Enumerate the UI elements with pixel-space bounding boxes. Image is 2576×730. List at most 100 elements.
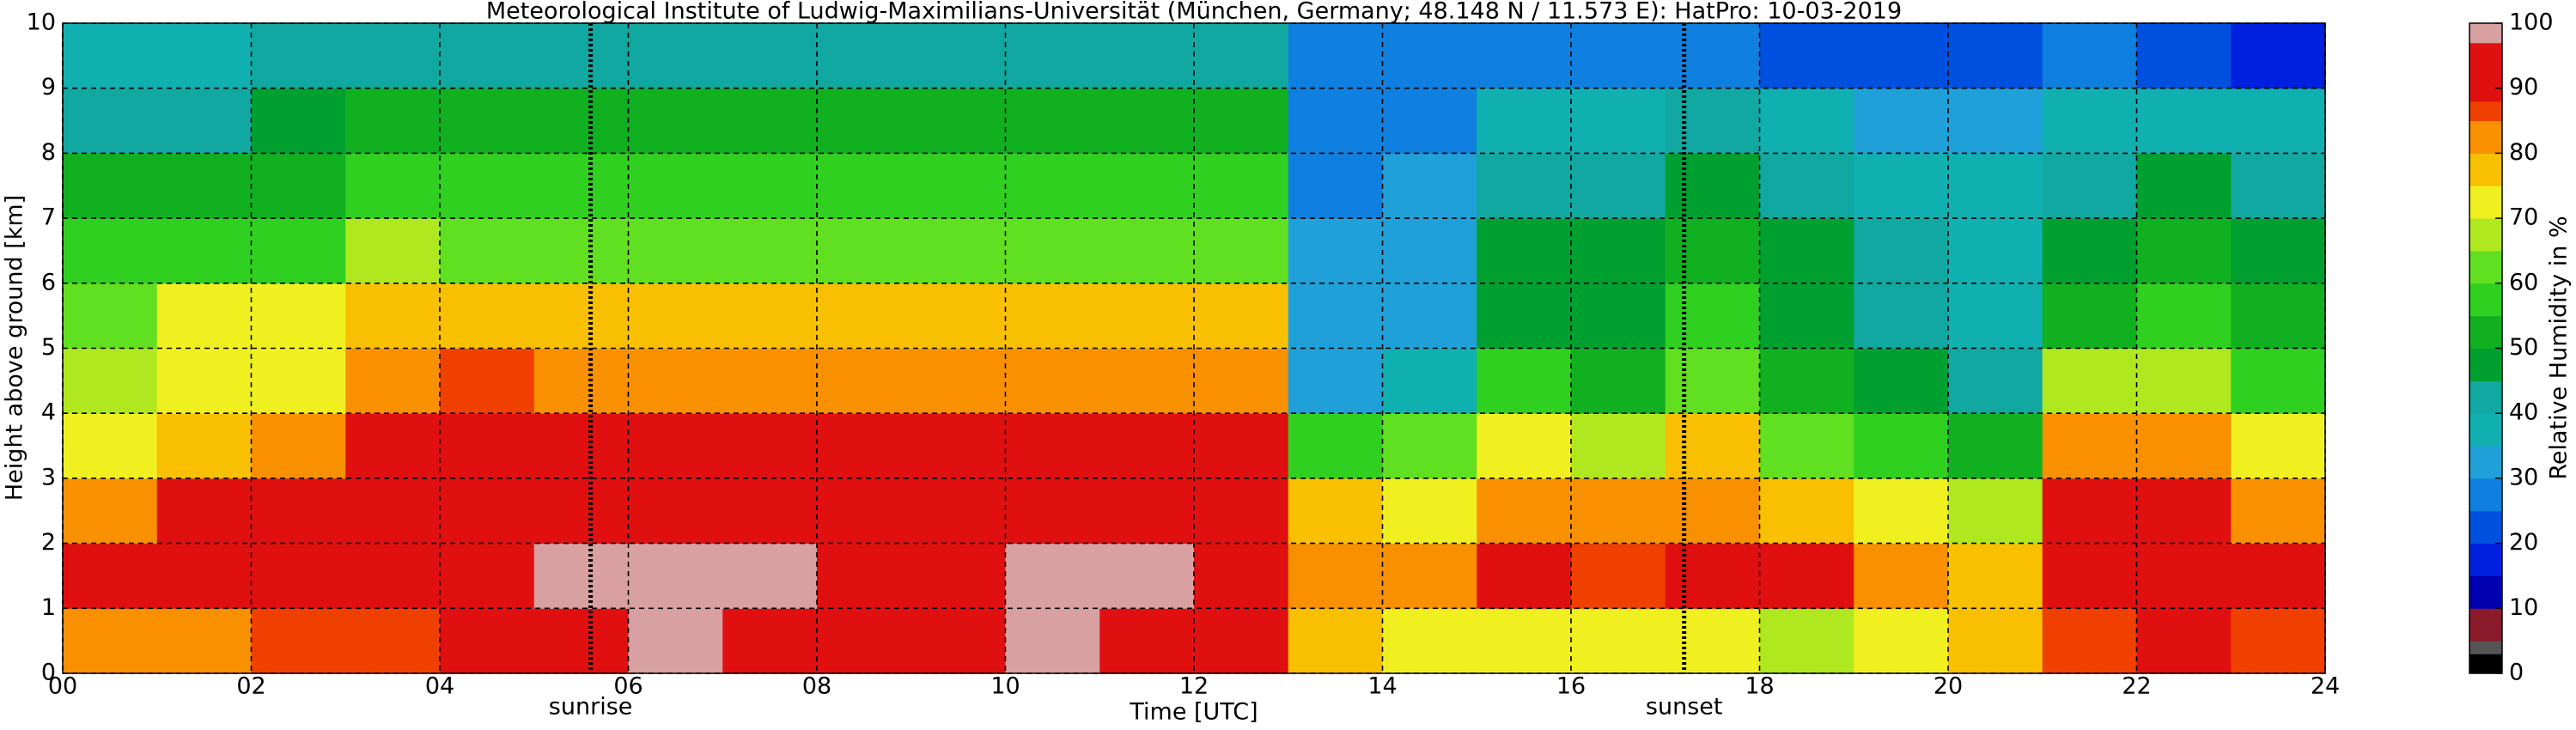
heat-cell <box>1571 218 1666 284</box>
heat-cell <box>1288 283 1383 349</box>
x-tick-label: 12 <box>1179 673 1209 700</box>
y-axis-label: Height above ground [km] <box>2 195 28 501</box>
heat-cell <box>533 608 629 674</box>
heat-cell <box>1288 88 1383 154</box>
heat-cell <box>1571 543 1666 609</box>
x-axis-label: Time [UTC] <box>1129 699 1258 726</box>
heat-cell <box>156 88 252 154</box>
heat-cell <box>1194 413 1289 479</box>
heat-cell <box>817 478 912 544</box>
heat-cell <box>1005 153 1100 219</box>
heat-cell <box>345 23 441 89</box>
heat-cell <box>1477 543 1572 609</box>
heat-cell <box>2231 283 2326 349</box>
colorbar-segment <box>2469 186 2502 219</box>
heat-cell <box>1759 348 1854 414</box>
heat-cell <box>156 153 252 219</box>
heat-cell <box>628 283 723 349</box>
heat-cell <box>1759 88 1854 154</box>
heat-cell <box>1854 283 1949 349</box>
heat-cell <box>722 608 818 674</box>
heat-cell <box>533 88 629 154</box>
heat-cell <box>345 153 441 219</box>
heat-cell <box>345 543 441 609</box>
heat-cell <box>1477 608 1572 674</box>
heat-cell <box>628 478 723 544</box>
heat-cell <box>1477 218 1572 284</box>
chart-title: Meteorological Institute of Ludwig-Maxim… <box>486 0 1902 25</box>
colorbar-segment <box>2469 413 2502 447</box>
heat-cell <box>1477 153 1572 219</box>
heat-cell <box>910 218 1006 284</box>
heat-cell <box>1194 23 1289 89</box>
heat-cell <box>251 23 346 89</box>
heat-cell <box>722 283 818 349</box>
heat-cell <box>1854 608 1949 674</box>
heat-cell <box>1288 543 1383 609</box>
heat-cell <box>1854 413 1949 479</box>
heat-cell <box>1288 478 1383 544</box>
heat-cell <box>817 543 912 609</box>
heat-cell <box>817 413 912 479</box>
heat-cell <box>817 283 912 349</box>
heat-cell <box>1665 543 1760 609</box>
heat-cell <box>1099 348 1195 414</box>
colorbar-segment <box>2469 218 2502 252</box>
y-tick-label: 8 <box>41 139 56 166</box>
colorbar-segment <box>2469 250 2502 284</box>
heat-cell <box>1194 543 1289 609</box>
heat-cell <box>2231 88 2326 154</box>
heat-cell <box>156 348 252 414</box>
x-tick-label: 20 <box>1934 673 1963 700</box>
heat-cell <box>2231 478 2326 544</box>
heat-cell <box>1099 23 1195 89</box>
colorbar-segment <box>2469 315 2502 349</box>
heat-cell <box>63 478 158 544</box>
heat-cell <box>1288 218 1383 284</box>
heat-cell <box>1854 88 1949 154</box>
heat-cell <box>533 283 629 349</box>
heat-cell <box>1759 283 1854 349</box>
heat-cell <box>910 608 1006 674</box>
heat-cell <box>1948 348 2043 414</box>
heat-cell <box>1477 23 1572 89</box>
colorbar-tick-label: 30 <box>2509 464 2538 490</box>
annotation-label: sunrise <box>549 694 633 721</box>
heat-cell <box>628 543 723 609</box>
heat-cell <box>2231 23 2326 89</box>
heat-cell <box>817 608 912 674</box>
y-tick-label: 5 <box>41 334 56 361</box>
colorbar-segment <box>2469 23 2502 44</box>
x-tick-label: 06 <box>613 673 642 700</box>
colorbar-tick-label: 40 <box>2509 399 2538 426</box>
heat-cell <box>1477 348 1572 414</box>
x-tick-label: 00 <box>48 673 77 700</box>
x-tick-label: 08 <box>802 673 831 700</box>
heat-cell <box>1854 153 1949 219</box>
heat-cell <box>251 88 346 154</box>
heat-cell <box>628 413 723 479</box>
heat-cell <box>1382 23 1477 89</box>
heat-cell <box>1382 413 1477 479</box>
heat-cell <box>2042 348 2137 414</box>
colorbar-tick-label: 80 <box>2509 139 2538 166</box>
heat-cell <box>2136 88 2232 154</box>
heat-cell <box>1099 153 1195 219</box>
y-tick-label: 7 <box>41 204 56 231</box>
heat-cell <box>251 153 346 219</box>
heat-cell <box>1665 23 1760 89</box>
heat-cell <box>910 543 1006 609</box>
heat-cell <box>533 348 629 414</box>
heat-cell <box>156 413 252 479</box>
heat-cell <box>345 348 441 414</box>
heat-cell <box>1382 348 1477 414</box>
heat-cell <box>1099 413 1195 479</box>
heat-cell <box>1194 348 1289 414</box>
colorbar-tick-label: 20 <box>2509 529 2538 556</box>
heat-cell <box>1571 23 1666 89</box>
heat-cell <box>722 88 818 154</box>
heat-cell <box>1759 153 1854 219</box>
heat-cell <box>2231 218 2326 284</box>
x-tick-label: 18 <box>1745 673 1774 700</box>
heat-cell <box>1759 608 1854 674</box>
